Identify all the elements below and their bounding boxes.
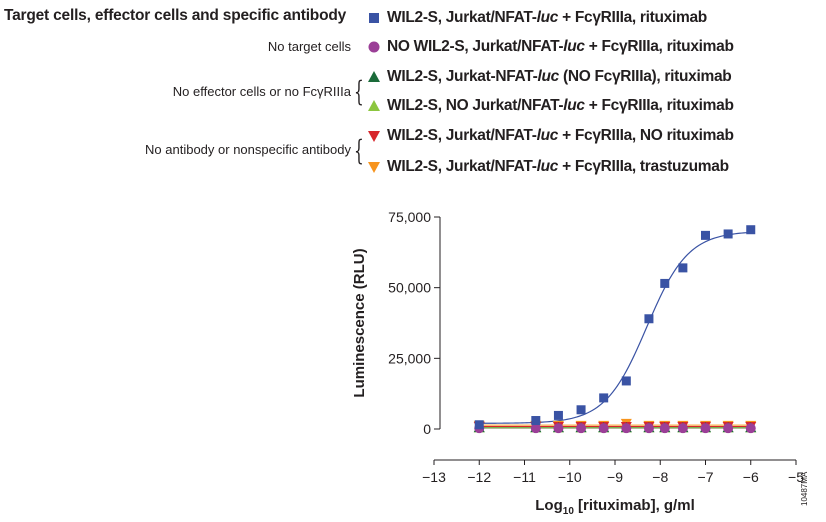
legend-entry: WIL2-S, Jurkat-NFAT-luc (NO FcγRIIIa), r…: [367, 66, 732, 88]
legend-entry-text: WIL2-S, Jurkat-NFAT-: [387, 68, 538, 85]
legend-marker-shape: [369, 13, 379, 23]
data-point-square: [644, 314, 654, 324]
fit-curve: [479, 231, 751, 424]
legend-marker-shape: [368, 100, 380, 111]
data-point-square: [723, 229, 733, 239]
data-point-circle: [700, 423, 711, 434]
data-point-square: [746, 225, 756, 235]
x-tick-label: −12: [467, 469, 491, 485]
legend-entry-label: WIL2-S, NO Jurkat/NFAT-luc + FcγRIIIa, r…: [387, 97, 734, 115]
x-tick-label: −5: [788, 469, 804, 485]
data-point-square: [553, 410, 563, 420]
x-tick-label: −6: [743, 469, 759, 485]
legend-marker-square: [369, 13, 379, 23]
legend-entry-gene: luc: [563, 38, 585, 55]
legend-entry: WIL2-S, Jurkat/NFAT-luc + FcγRIIIa, tras…: [367, 156, 729, 178]
data-point-circle: [621, 423, 632, 434]
legend-entry-text: + FcγRIIIa, trastuzumab: [558, 158, 729, 175]
legend-entry-label: WIL2-S, Jurkat-NFAT-luc (NO FcγRIIIa), r…: [387, 68, 732, 86]
legend-entry-text: NO WIL2-S, Jurkat/NFAT-: [387, 38, 564, 55]
x-axis-label-subscript: 10: [563, 506, 575, 517]
x-tick-label: −9: [607, 469, 623, 485]
legend-entry-label: NO WIL2-S, Jurkat/NFAT-luc + FcγRIIIa, r…: [387, 38, 734, 56]
x-axis-label-text: [rituximab], g/ml: [574, 497, 695, 514]
data-point-square: [660, 278, 670, 288]
data-point-square: [531, 416, 541, 426]
group-label-no-antibody: No antibody or nonspecific antibody: [145, 142, 351, 157]
data-point-circle: [576, 423, 587, 434]
data-point-square: [701, 230, 710, 240]
data-point-circle: [530, 423, 541, 434]
legend-entry-text: + FcγRIIIa, rituximab: [584, 97, 734, 114]
x-tick-label: −8: [652, 469, 668, 485]
brace-no-antibody: {: [354, 134, 364, 167]
data-point-circle: [553, 423, 564, 434]
y-tick-label: 50,000: [388, 280, 431, 296]
y-tick-label: 75,000: [388, 209, 431, 225]
legend-entry-label: WIL2-S, Jurkat/NFAT-luc + FcγRIIIa, ritu…: [387, 9, 707, 27]
legend-entry-gene: luc: [537, 68, 559, 85]
legend-entry-gene: luc: [536, 127, 559, 144]
data-point-circle: [659, 423, 670, 434]
legend-marker-shape: [368, 131, 380, 142]
legend-entry-gene: luc: [563, 97, 585, 114]
y-tick-label: 25,000: [388, 350, 431, 366]
legend-marker-shape: [368, 71, 380, 82]
group-label-no-effector: No effector cells or no FcγRIIIa: [172, 84, 351, 99]
legend-marker-triangle-up: [368, 71, 380, 82]
legend-entry-text: (NO FcγRIIIa), rituximab: [558, 68, 732, 85]
legend-entry: WIL2-S, Jurkat/NFAT-luc + FcγRIIIa, ritu…: [367, 7, 707, 29]
brace-no-effector: {: [354, 75, 364, 108]
legend-entry-text: + FcγRIIIa, rituximab: [584, 38, 734, 55]
legend-title: Target cells, effector cells and specifi…: [4, 7, 347, 24]
data-point-square: [599, 393, 609, 403]
data-point-square: [474, 420, 484, 430]
data-point-square: [678, 263, 688, 273]
legend-marker-triangle-up: [368, 100, 380, 111]
legend-entry-text: + FcγRIIIa, NO rituximab: [558, 127, 734, 144]
legend-entry: WIL2-S, NO Jurkat/NFAT-luc + FcγRIIIa, r…: [367, 95, 734, 117]
legend-marker-shape: [368, 41, 380, 53]
legend-marker-shape: [368, 162, 380, 173]
data-point-circle: [745, 423, 756, 434]
x-tick-label: −7: [698, 469, 714, 485]
figure-code: 10487MA: [800, 471, 809, 506]
y-tick-label: 0: [423, 421, 431, 437]
legend-entry-text: WIL2-S, NO Jurkat/NFAT-: [387, 97, 564, 114]
x-tick-label: −13: [422, 469, 446, 485]
legend-entry-text: WIL2-S, Jurkat/NFAT-: [387, 127, 537, 144]
legend-entry-text: + FcγRIIIa, rituximab: [558, 9, 707, 26]
legend-entry-label: WIL2-S, Jurkat/NFAT-luc + FcγRIIIa, NO r…: [387, 127, 734, 145]
x-tick-label: −10: [558, 469, 582, 485]
legend-entry-text: WIL2-S, Jurkat/NFAT-: [387, 158, 537, 175]
group-label-no-target: No target cells: [267, 39, 351, 54]
data-point-circle: [643, 423, 654, 434]
legend-entry-gene: luc: [536, 9, 559, 26]
legend-marker-triangle-down: [368, 131, 380, 142]
data-point-circle: [677, 423, 688, 434]
x-tick-label: −11: [513, 469, 536, 485]
data-point-square: [621, 376, 631, 386]
data-point-square: [576, 405, 586, 415]
data-point-circle: [598, 423, 609, 434]
x-axis-label: Log10 [rituximab], g/ml: [535, 497, 694, 517]
legend-marker-circle: [368, 41, 380, 53]
x-axis-label-text: Log: [535, 497, 563, 514]
data-point-circle: [723, 423, 734, 434]
legend-entry-label: WIL2-S, Jurkat/NFAT-luc + FcγRIIIa, tras…: [387, 158, 729, 176]
legend-entry-gene: luc: [536, 158, 559, 175]
legend-marker-triangle-down: [368, 162, 380, 173]
legend-entry: NO WIL2-S, Jurkat/NFAT-luc + FcγRIIIa, r…: [367, 36, 734, 58]
y-axis-label: Luminescence (RLU): [351, 248, 368, 397]
legend-entry: WIL2-S, Jurkat/NFAT-luc + FcγRIIIa, NO r…: [367, 125, 734, 147]
legend-entry-text: WIL2-S, Jurkat/NFAT-: [387, 9, 537, 26]
